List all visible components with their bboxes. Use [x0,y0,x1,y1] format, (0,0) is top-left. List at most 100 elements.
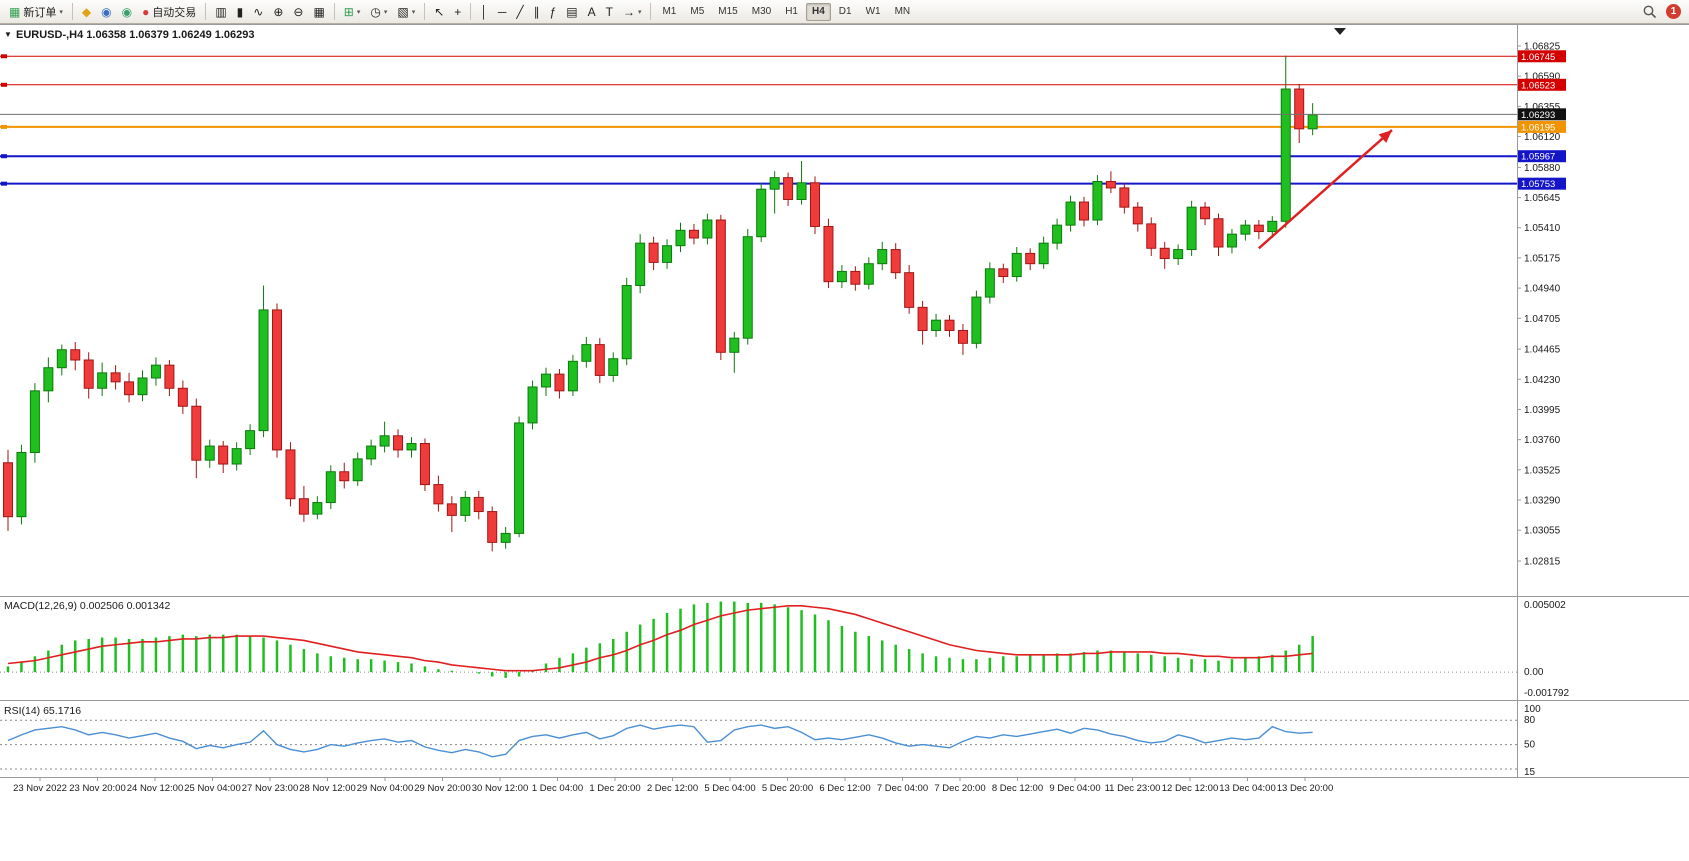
toolbar-separator [71,3,73,20]
toolbar-separator [650,3,652,20]
fibonacci-button[interactable]: ƒ [545,2,562,22]
candle-body [1213,218,1224,248]
price-scale-label: 1.05175 [1524,253,1561,264]
autotrading-icon: ● [142,4,150,19]
time-axis-label: 7 Dec 20:00 [934,783,985,794]
time-axis-label: 1 Dec 04:00 [532,783,583,794]
candle-body [904,272,915,308]
crosshair-button[interactable]: + [449,2,466,22]
price-scale-label: 1.03055 [1524,526,1561,537]
candle-body [433,484,444,505]
periods-button[interactable]: ◷ ▾ [365,2,392,22]
price-scale[interactable]: 1.06825 1.06590 1.06355 1.06120 1.05880 1.056… [1517,24,1569,778]
cursor-button[interactable]: ↖ [429,2,449,22]
mql5-button[interactable]: ◆ [77,2,96,22]
text-button[interactable]: A [583,2,601,22]
candle-body [164,364,175,389]
grid-button[interactable]: ▤ [561,2,582,22]
candle-body [810,182,820,227]
new-order-button-label: 新订单 [23,6,57,19]
horizontal-line-button[interactable]: ─ [493,2,512,22]
channel-icon: ∥ [533,4,540,19]
shapes-button[interactable]: → ▾ [618,2,647,22]
notification-badge[interactable]: 1 [1666,4,1681,19]
price-tag-label: 1.05753 [1521,179,1555,190]
time-axis-label: 5 Dec 20:00 [762,783,813,794]
profile-button[interactable]: ◉ [96,2,116,22]
candle-body [366,445,377,460]
candle-body [1092,180,1103,221]
community-button[interactable]: ◉ [117,2,137,22]
price-scale-label: 1.06355 [1524,102,1561,113]
line-chart-button[interactable]: ∿ [248,2,268,22]
tile-windows-button[interactable]: ▦ [308,2,329,22]
candle-body [769,177,780,190]
candle-body [473,496,484,513]
trend-arrow[interactable] [1258,129,1393,250]
price-scale-label: 1.06590 [1524,72,1561,83]
chart-canvas[interactable]: 1.06825 1.06590 1.06355 1.06120 1.05880 1.056… [0,24,1689,800]
candle-body [1307,114,1318,130]
timeframe-d1[interactable]: D1 [833,3,858,21]
vertical-line-button[interactable]: │ [475,2,493,22]
candle-body [863,263,874,285]
template-icon: ▧ [397,4,409,19]
candle-body [514,422,525,534]
trendline-button[interactable]: ╱ [511,2,528,22]
indicators-button[interactable]: ⊞ ▾ [339,2,366,22]
price-tag [1518,177,1566,190]
price-scale-label: 1.03525 [1524,465,1561,476]
candle-body [1200,206,1211,220]
dropdown-arrow-icon: ▾ [356,8,361,16]
macd-scale-label: 0.00 [1524,667,1544,678]
channel-button[interactable]: ∥ [529,2,545,22]
candle-body [1132,206,1143,225]
dropdown-arrow-icon: ▾ [383,8,388,16]
timeframe-w1[interactable]: W1 [860,3,887,21]
candle-body [110,372,121,383]
candlestick-chart-button[interactable]: ▮ [232,2,249,22]
candlestick-icon: ▮ [236,4,244,19]
hline-left-marker [1,154,7,159]
price-scale-label: 1.04705 [1524,314,1561,325]
timeframe-m1[interactable]: M1 [656,3,682,21]
candle-body [527,386,538,424]
candle-body [16,451,27,518]
time-axis-label: 6 Dec 12:00 [819,783,870,794]
timeframe-h4[interactable]: H4 [805,2,831,21]
zoom-out-button[interactable]: ⊖ [288,2,308,22]
autotrading-button[interactable]: ● 自动交易 [137,2,201,22]
templates-button[interactable]: ▧ ▾ [392,2,420,22]
hlines-layer[interactable] [0,54,1517,186]
tile-windows-icon: ▦ [313,4,325,19]
timeframe-toolbar: M1 M5 M15 M30 H1 H4 D1 W1 MN [655,0,917,23]
time-axis[interactable]: 23 Nov 2022 23 Nov 20:00 24 Nov 12:00 25 No… [13,777,1333,794]
price-scale-label: 1.06825 [1524,42,1561,53]
rsi-scale-label: 50 [1524,740,1536,751]
timeframe-mn[interactable]: MN [889,3,917,21]
timeframe-m30[interactable]: M30 [746,3,777,21]
macd-signal-line [7,604,1313,672]
symbol-dropdown-icon[interactable]: ▼ [4,30,12,39]
time-axis-label: 12 Dec 12:00 [1162,783,1219,794]
timeframe-m15[interactable]: M15 [712,3,743,21]
candle-body [285,449,296,500]
chart-ohlc-header: EURUSD-,H4 1.06358 1.06379 1.06249 1.062… [16,29,255,41]
search-icon[interactable] [1642,4,1658,20]
new-order-icon: ▦ [9,4,21,19]
timeframe-m5[interactable]: M5 [684,3,710,21]
candle-body [702,219,713,239]
timeframe-h1[interactable]: H1 [779,3,804,21]
time-axis-label: 8 Dec 12:00 [992,783,1043,794]
zoom-in-button[interactable]: ⊕ [268,2,288,22]
text-label-button[interactable]: T [601,2,618,22]
toolbar-button-groups: ▦ 新订单 ▾ ◆ ◉ ◉ ● 自动交易 ▥ ▮ ∿ ⊕ ⊖ ▦ ⊞ ▾ ◷ ▾ ▧ ▾ ↖ + │ ─ ╱ ∥ ƒ ▤ A T → ▾ [4,0,646,23]
candle-body [245,430,256,450]
candle-body [1159,247,1170,260]
time-axis-label: 23 Nov 20:00 [69,783,126,794]
new-order-button[interactable]: ▦ 新订单 ▾ [4,2,68,22]
panel-separators[interactable] [0,596,1689,778]
macd-scale-label: -0.001792 [1524,688,1569,699]
candle-body [581,344,592,362]
bar-chart-button[interactable]: ▥ [210,2,231,22]
